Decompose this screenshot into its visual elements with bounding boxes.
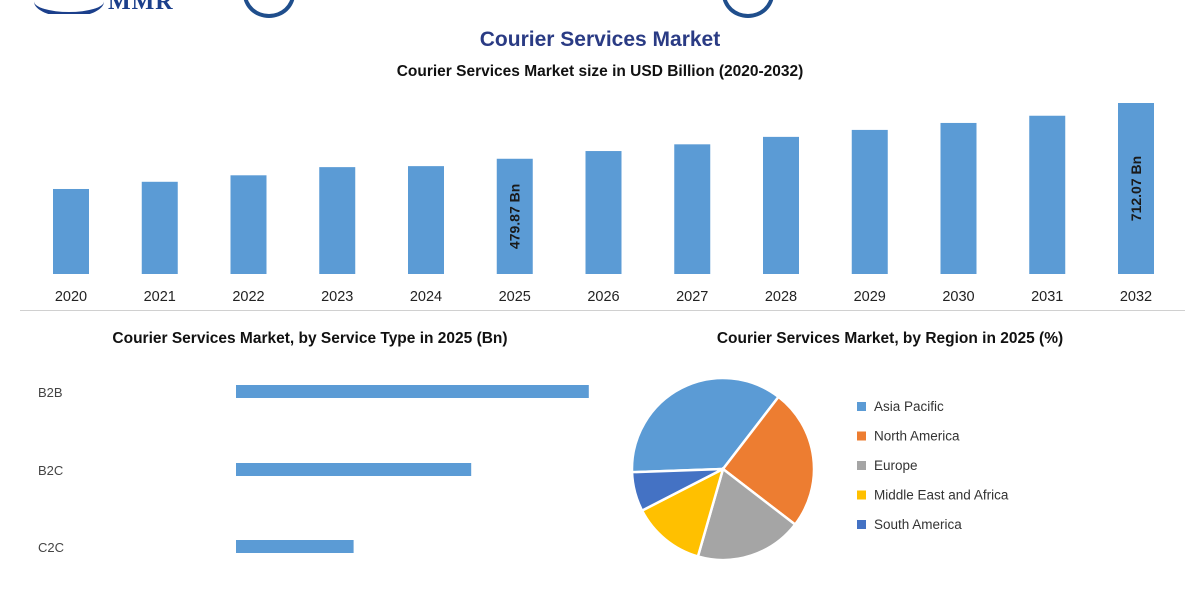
legend-swatch [857,520,866,529]
bar-2021 [141,181,178,274]
bar-B2B [236,385,589,398]
logo-swoosh [34,0,104,14]
x-tick-label: 2020 [55,289,87,305]
x-tick-label: 2023 [321,289,353,305]
x-tick-label: 2032 [1120,289,1152,305]
bar-2022 [230,175,267,274]
pie-slice-middle-east-and-africa [640,466,725,559]
pie-slice-south-america [630,467,724,513]
x-tick-label: 2027 [676,289,708,305]
legend-label: Europe [874,458,918,473]
x-tick-label: 2028 [765,289,797,305]
bar-2026 [585,151,622,274]
legend-label: Middle East and Africa [874,488,1009,503]
x-tick-label: 2022 [232,289,264,305]
company-logo: MMR [0,0,200,14]
legend-swatch [857,461,866,470]
bar-2023 [319,167,356,274]
pie-slice-asia-pacific [630,376,781,474]
service-type-bar-chart: B2B B2C C2C [38,385,589,555]
bar-2027 [674,144,711,274]
globe-icon [243,0,295,18]
page-title: Courier Services Market [479,28,721,51]
x-tick-label: 2026 [587,289,619,305]
pie-slice-europe [696,466,797,562]
logo-text: MMR [108,0,174,14]
x-tick-label: 2029 [854,289,886,305]
market-size-bar-chart: 479.87 Bn 712.07 Bn 2020 2021 2022 2023 2024 2… [53,103,1154,305]
legend-label: North America [874,429,960,444]
bar-2029 [851,129,888,274]
bar-B2C [236,463,472,476]
legend-label: South America [874,517,962,532]
legend-label: Asia Pacific [874,399,944,414]
bar-2028 [763,136,799,274]
legend-swatch [857,431,866,441]
bar-2025 [496,158,533,274]
bar-2032 [1118,103,1154,274]
service-type-chart-title: Courier Services Market, by Service Type… [112,330,508,347]
section-divider [20,310,1185,311]
bar-2020 [53,188,89,274]
pie-slice-north-america [721,395,816,527]
region-pie-chart: Asia Pacific North America Europe Middle Ea… [630,376,1009,562]
legend-swatch [857,490,866,500]
chart-subtitle: Courier Services Market size in USD Bill… [396,63,804,80]
bar-2024 [408,166,444,274]
bar-C2C [236,540,354,553]
x-tick-label: 2025 [499,289,531,305]
logo-tagline: — [788,0,978,4]
x-tick-label: 2031 [1031,289,1063,305]
category-label: B2C [38,463,63,478]
bar-data-label: 479.87 Bn [507,184,523,249]
globe-icon-right [722,0,774,18]
x-tick-label: 2024 [410,289,442,305]
legend-swatch [857,402,866,411]
bar-2030 [940,122,977,274]
x-tick-label: 2021 [144,289,176,305]
bar-data-label: 712.07 Bn [1128,156,1144,221]
category-label: C2C [38,540,64,555]
bar-2031 [1029,115,1066,274]
category-label: B2B [38,385,63,400]
region-chart-title: Courier Services Market, by Region in 20… [716,330,1064,347]
x-tick-label: 2030 [942,289,974,305]
